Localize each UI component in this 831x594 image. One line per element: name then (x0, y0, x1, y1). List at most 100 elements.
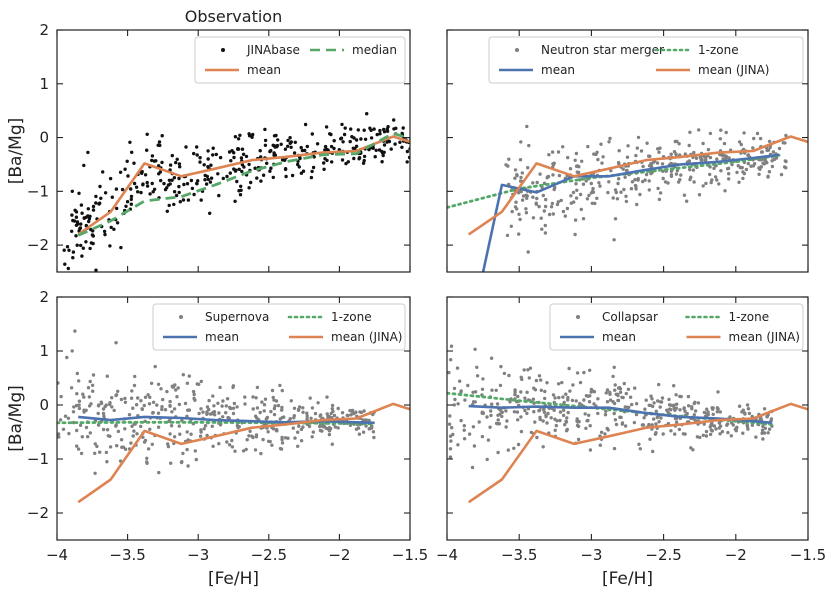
scatter-point (86, 386, 91, 390)
scatter-point (519, 390, 523, 394)
scatter-point (736, 164, 740, 168)
scatter-point (185, 430, 189, 434)
scatter-point (332, 413, 337, 418)
scatter-point (455, 366, 460, 370)
scatter-point (291, 426, 295, 430)
scatter-point (719, 128, 723, 132)
scatter-point (644, 172, 649, 177)
scatter-point (71, 250, 76, 254)
scatter-point (148, 395, 152, 399)
scatter-point (657, 420, 661, 424)
scatter-point (280, 158, 285, 162)
scatter-point (586, 144, 590, 149)
scatter-point (734, 429, 738, 433)
scatter-point (344, 161, 348, 166)
scatter-point (716, 390, 720, 394)
scatter-point (747, 411, 752, 416)
legend-label: median (352, 43, 397, 57)
scatter-point (350, 410, 355, 414)
scatter-point (519, 189, 523, 194)
scatter-point (168, 403, 172, 408)
scatter-point (737, 140, 742, 144)
scatter-point (675, 168, 680, 173)
scatter-point (523, 396, 527, 400)
scatter-point (150, 181, 154, 186)
scatter-point (601, 155, 605, 159)
scatter-point (616, 181, 620, 186)
scatter-point (73, 329, 77, 333)
scatter-point (174, 193, 179, 198)
scatter-point (648, 437, 652, 441)
scatter-point (328, 132, 332, 136)
scatter-point (221, 415, 225, 419)
scatter-point (140, 407, 144, 412)
scatter-point (392, 127, 396, 131)
scatter-point (626, 387, 631, 391)
scatter-point (667, 397, 671, 402)
scatter-point (496, 418, 500, 422)
scatter-point (723, 189, 727, 193)
scatter-point (542, 209, 546, 213)
series-line-mean-jina (77, 402, 410, 504)
scatter-point (784, 159, 788, 164)
scatter-point (225, 397, 230, 401)
scatter-point (771, 150, 776, 154)
scatter-point (63, 414, 68, 418)
scatter-point (661, 432, 665, 436)
scatter-point (299, 427, 304, 432)
scatter-point (142, 403, 146, 408)
scatter-point (268, 169, 272, 173)
scatter-point (305, 411, 309, 415)
scatter-point (140, 171, 144, 175)
scatter-point (516, 442, 521, 447)
scatter-point (160, 160, 164, 165)
scatter-point (715, 178, 719, 182)
scatter-point (177, 176, 181, 181)
scatter-point (757, 172, 761, 176)
scatter-point (143, 438, 148, 443)
scatter-point (708, 432, 713, 437)
scatter-point (255, 176, 259, 180)
scatter-point (236, 137, 241, 141)
scatter-point (651, 404, 655, 409)
scatter-point (613, 383, 617, 387)
scatter-point (212, 410, 217, 414)
scatter-point (160, 407, 164, 412)
legend-label: mean (JINA) (729, 330, 800, 344)
scatter-point (449, 344, 454, 348)
scatter-point (708, 131, 713, 136)
scatter-point (456, 402, 460, 406)
scatter-point (70, 213, 74, 217)
scatter-point (89, 402, 93, 406)
scatter-point (578, 380, 583, 385)
scatter-point (490, 388, 494, 392)
scatter-point (232, 167, 236, 171)
scatter-point (557, 173, 562, 178)
scatter-point (621, 167, 625, 171)
scatter-point (233, 135, 238, 139)
scatter-point (665, 408, 669, 412)
scatter-point (717, 182, 721, 186)
scatter-point (171, 385, 175, 389)
scatter-point (145, 148, 149, 152)
scatter-point (123, 427, 127, 431)
scatter-point (268, 149, 272, 154)
scatter-point (169, 424, 174, 428)
scatter-point (779, 172, 784, 177)
scatter-point (513, 390, 517, 394)
scatter-point (692, 150, 696, 155)
scatter-point (101, 407, 106, 411)
scatter-point (719, 169, 723, 173)
scatter-point (531, 216, 536, 220)
scatter-point (108, 445, 113, 449)
scatter-point (704, 155, 708, 160)
scatter-point (634, 153, 638, 158)
scatter-point (581, 217, 586, 221)
scatter-point (172, 435, 177, 439)
scatter-point (710, 406, 714, 410)
scatter-point (605, 388, 610, 392)
scatter-point (132, 161, 136, 165)
scatter-point (199, 407, 203, 411)
scatter-point (578, 401, 582, 406)
scatter-point (563, 423, 567, 427)
